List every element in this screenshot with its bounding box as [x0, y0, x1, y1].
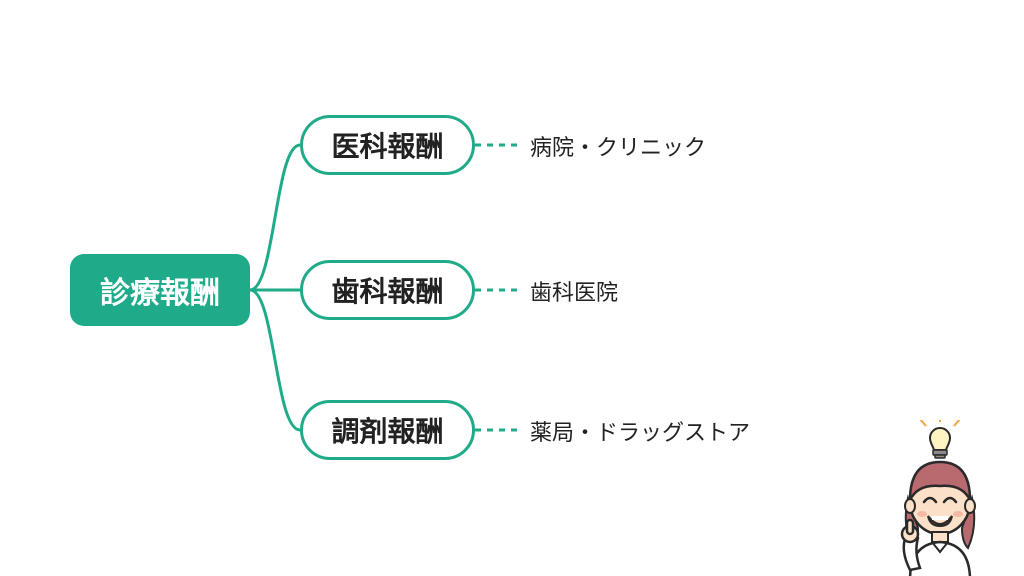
- lightbulb-icon: [920, 420, 960, 458]
- root-label: 診療報酬: [100, 268, 220, 312]
- branch-desc-0: 病院・クリニック: [530, 130, 706, 162]
- diagram-canvas: 診療報酬: [0, 0, 1024, 576]
- branch-node-0: 医科報酬: [300, 115, 475, 175]
- branch-desc-2: 薬局・ドラッグストア: [530, 415, 750, 447]
- branch-label: 医科報酬: [331, 125, 443, 165]
- branch-label: 調剤報酬: [331, 410, 443, 450]
- branch-label: 歯科報酬: [331, 270, 443, 310]
- branch-node-1: 歯科報酬: [300, 260, 475, 320]
- branch-node-2: 調剤報酬: [300, 400, 475, 460]
- person-illustration: [870, 420, 1010, 576]
- branch-desc-1: 歯科医院: [530, 275, 618, 307]
- root-node: 診療報酬: [70, 254, 250, 326]
